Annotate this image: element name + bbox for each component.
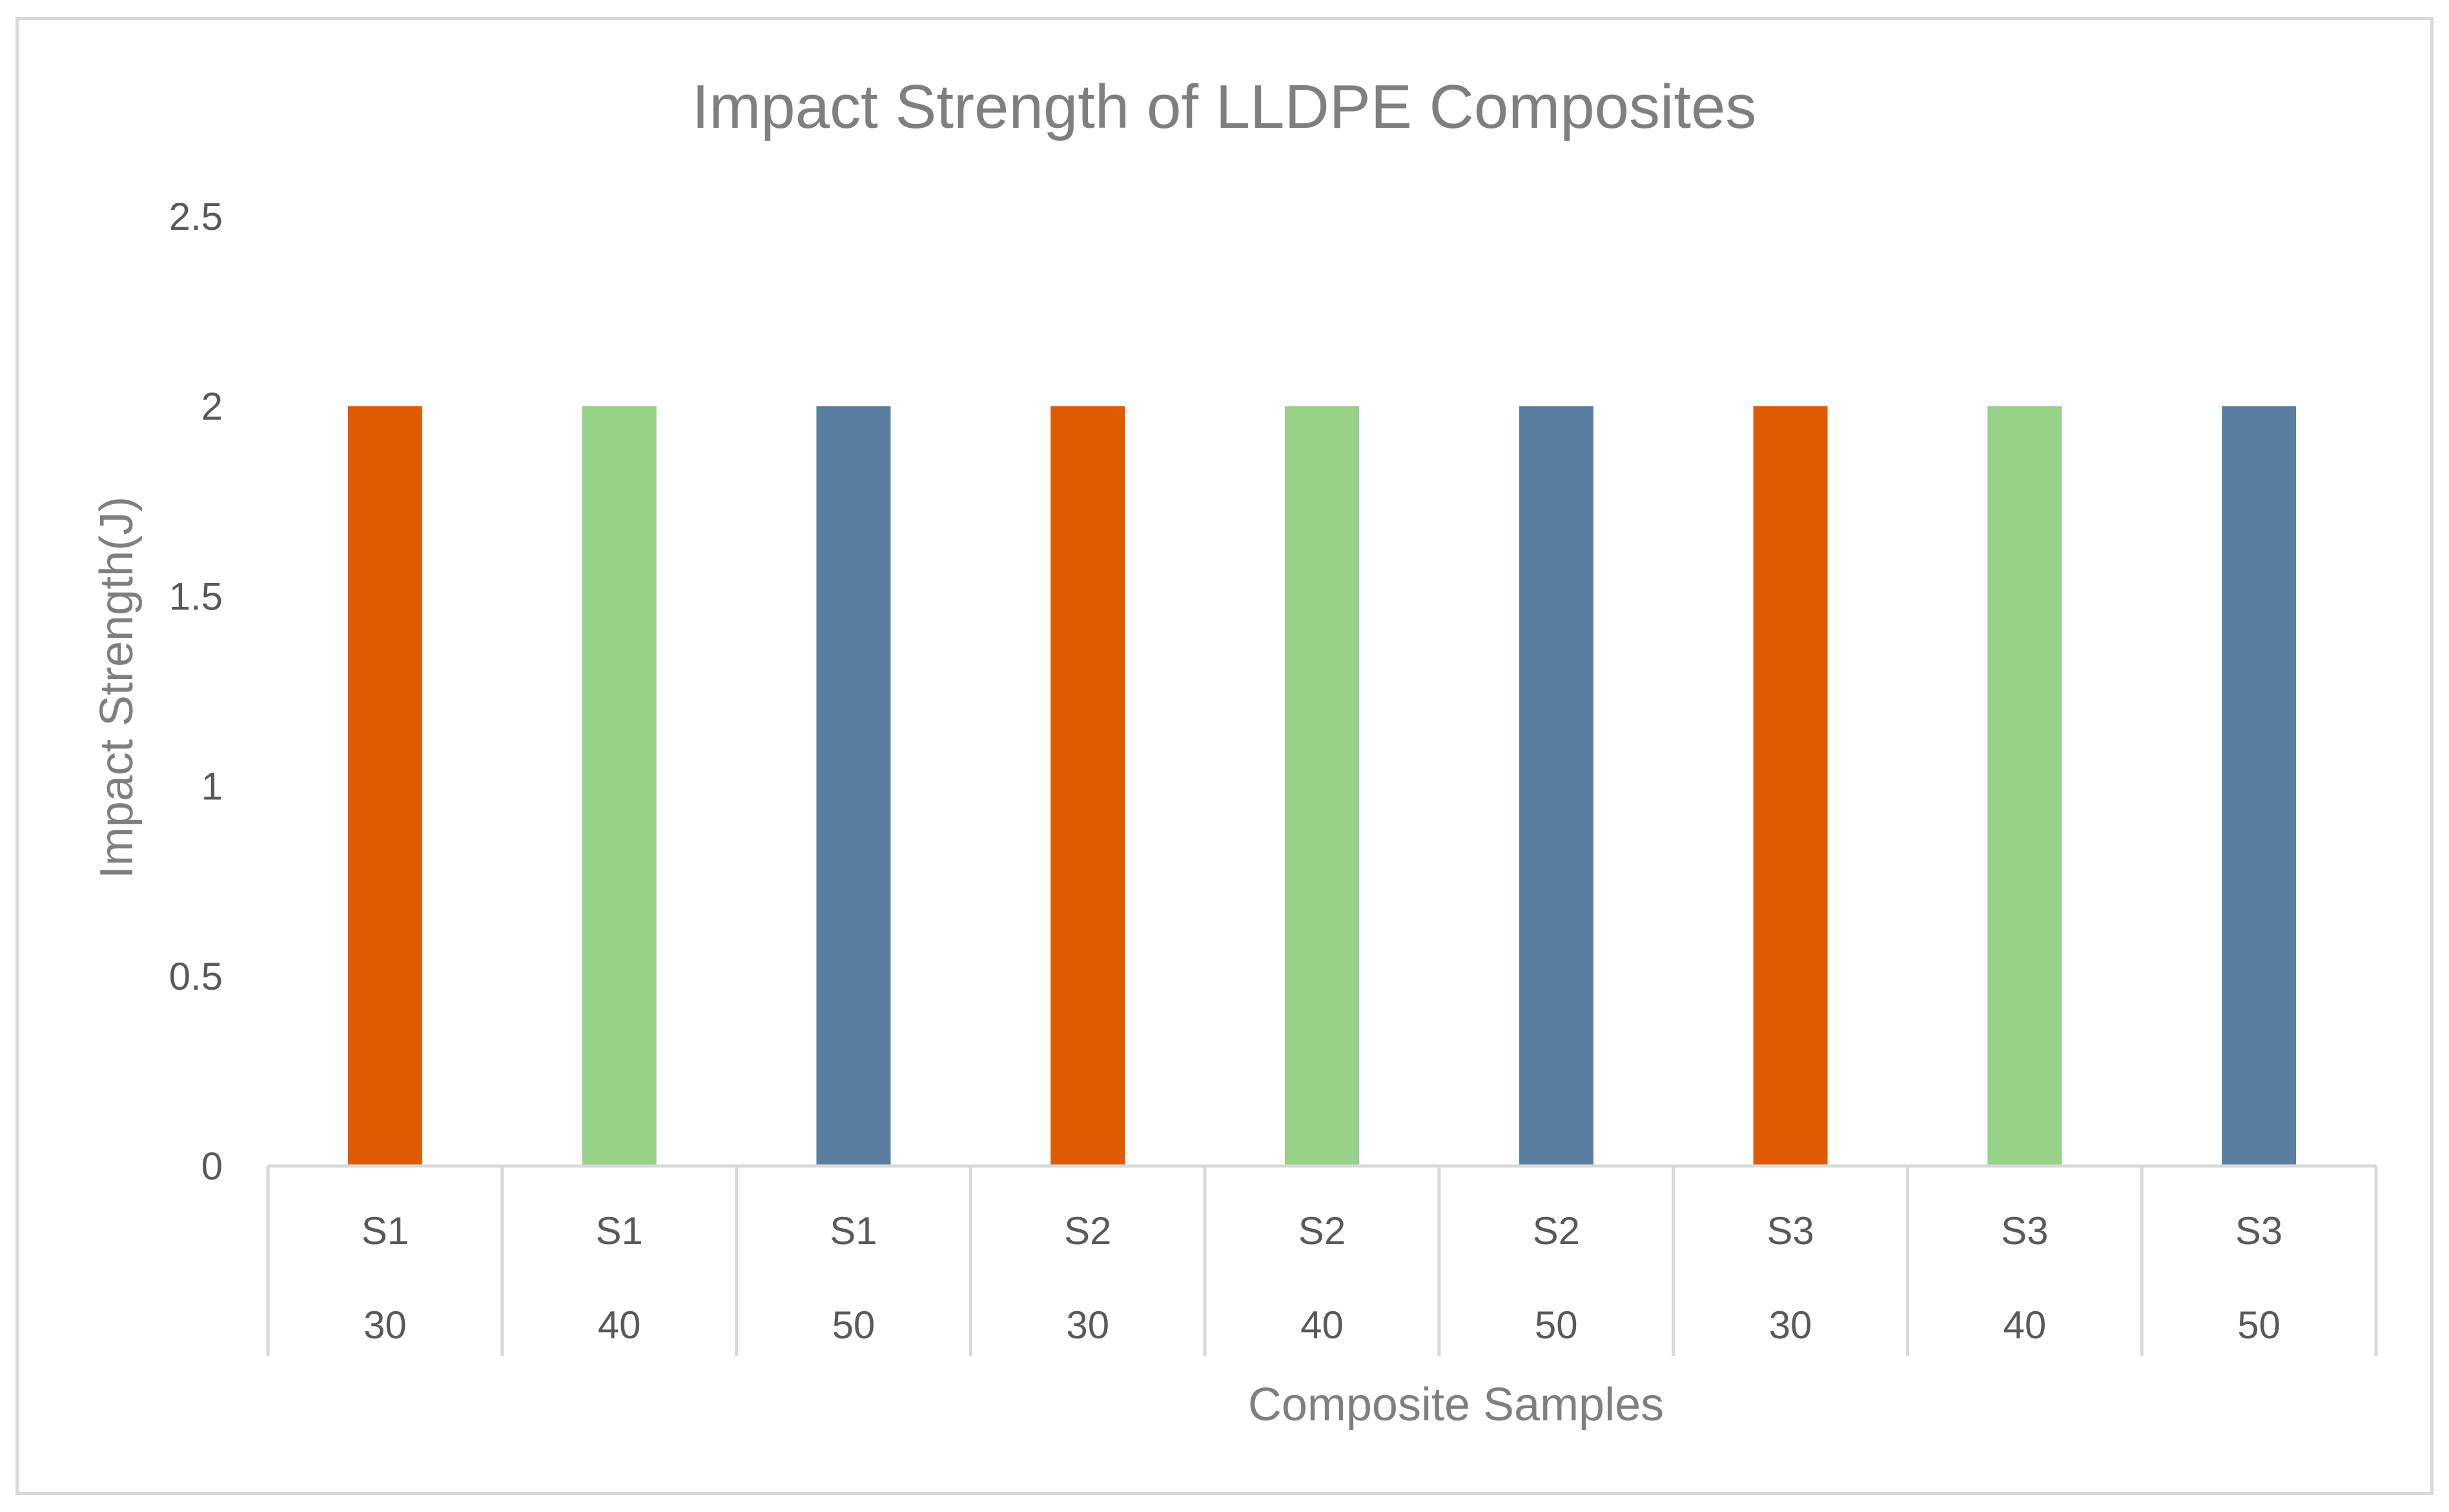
bar-s1-50 <box>816 406 891 1167</box>
x-tick-label-sample: S1 <box>595 1209 642 1252</box>
bar-s2-40 <box>1285 406 1359 1167</box>
y-tick-label: 1.5 <box>169 575 223 618</box>
bars <box>347 406 2297 1167</box>
y-tick-label: 1 <box>201 765 223 808</box>
y-axis-title: Impact Strength(J) <box>91 496 143 879</box>
bar-s1-30 <box>347 406 422 1167</box>
y-tick-label: 2.5 <box>169 195 223 238</box>
x-tick-label-sample: S3 <box>2001 1209 2048 1252</box>
bar-s2-30 <box>1050 406 1125 1167</box>
y-axis-ticks: 0 0.5 1 1.5 2 2.5 <box>169 195 223 1188</box>
bar-s3-30 <box>1753 406 1828 1167</box>
x-tick-label-sample: S1 <box>362 1209 409 1252</box>
y-tick-label: 2 <box>201 385 223 428</box>
x-tick-label-sample: S3 <box>1767 1209 1814 1252</box>
bar-s3-40 <box>1987 406 2062 1167</box>
x-tick-label-loading: 50 <box>2237 1303 2280 1347</box>
bar-s3-50 <box>2222 406 2297 1167</box>
x-tick-label-loading: 50 <box>832 1303 876 1347</box>
x-tick-label-sample: S1 <box>830 1209 877 1252</box>
x-tick-label-loading: 30 <box>364 1303 407 1347</box>
x-tick-label-sample: S2 <box>1298 1209 1346 1252</box>
x-axis: S1 30 S1 40 S1 50 S2 30 S2 40 S2 50 S3 30 S3 40 S3 50 <box>266 1164 2378 1356</box>
x-tick-label-sample: S3 <box>2235 1209 2282 1252</box>
chart-title: Impact Strength of LLDPE Composites <box>692 72 1757 141</box>
y-tick-label: 0.5 <box>169 955 223 998</box>
bar-s2-50 <box>1519 406 1593 1167</box>
x-tick-label-loading: 40 <box>1300 1303 1344 1347</box>
x-tick-label-sample: S2 <box>1064 1209 1111 1252</box>
x-tick-label-loading: 50 <box>1535 1303 1578 1347</box>
x-tick-label-loading: 40 <box>598 1303 641 1347</box>
x-axis-title: Composite Samples <box>1248 1379 1664 1431</box>
x-tick-label-loading: 40 <box>2003 1303 2046 1347</box>
x-tick-label-loading: 30 <box>1066 1303 1109 1347</box>
y-tick-label: 0 <box>201 1145 223 1188</box>
x-tick-label-sample: S2 <box>1533 1209 1580 1252</box>
x-tick-label-loading: 30 <box>1769 1303 1812 1347</box>
bar-s1-40 <box>582 406 657 1167</box>
